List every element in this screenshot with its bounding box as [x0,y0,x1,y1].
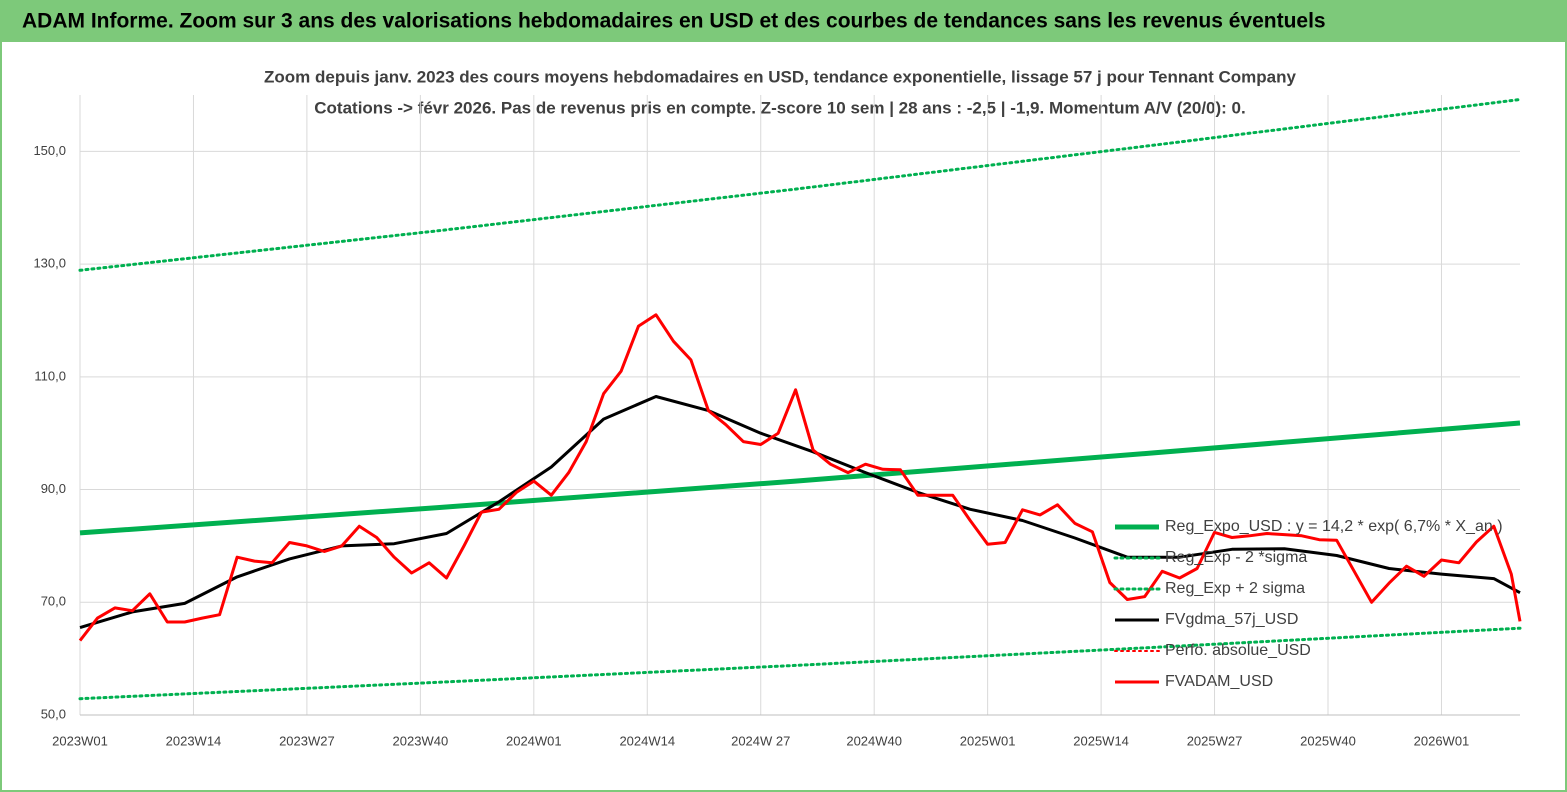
legend-label: Perfo. absolue_USD [1165,642,1311,659]
x-tick-label: 2026W01 [1414,733,1470,748]
series-line [78,626,1522,701]
x-tick-label: 2025W40 [1300,733,1356,748]
header-title: ADAM Informe. Zoom sur 3 ans des valoris… [22,10,1326,33]
x-tick-label: 2024W14 [619,733,675,748]
series-line [78,98,1522,272]
legend-label: Reg_Exp + 2 sigma [1165,580,1305,597]
series-line [79,420,1521,536]
chart-title: Zoom depuis janv. 2023 des cours moyens … [264,67,1296,86]
x-tick-label: 2024W01 [506,733,562,748]
x-tick-label: 2024W 27 [731,733,790,748]
y-tick-label: 50,0 [41,706,66,721]
header-band [0,0,1567,42]
y-tick-label: 110,0 [34,368,66,383]
chart-subtitle: Cotations -> févr 2026. Pas de revenus p… [314,98,1245,117]
y-tick-label: 90,0 [41,481,66,496]
legend-label: Reg_Exp - 2 *sigma [1165,549,1307,566]
legend-label: FVgdma_57j_USD [1165,611,1298,628]
x-tick-label: 2025W14 [1073,733,1129,748]
series-line [78,313,1522,642]
y-tick-label: 70,0 [41,594,66,609]
legend-label: Reg_Expo_USD : y = 14,2 * exp( 6,7% * X_… [1165,518,1503,535]
x-tick-label: 2023W14 [166,733,222,748]
x-tick-label: 2024W40 [846,733,902,748]
y-tick-label: 150,0 [33,143,66,158]
x-tick-label: 2025W01 [960,733,1016,748]
x-tick-label: 2023W27 [279,733,335,748]
x-tick-label: 2023W01 [52,733,108,748]
x-tick-label: 2025W27 [1187,733,1243,748]
x-tick-label: 2023W40 [393,733,449,748]
legend-label: FVADAM_USD [1165,673,1273,690]
y-tick-label: 130,0 [33,256,66,271]
